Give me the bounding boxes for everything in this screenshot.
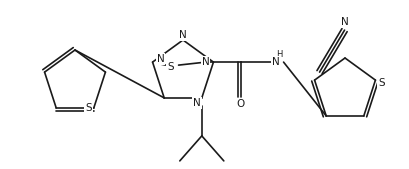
Text: S: S: [378, 78, 385, 88]
Text: H: H: [276, 50, 283, 59]
Text: N: N: [341, 17, 348, 27]
Text: N: N: [193, 98, 201, 108]
Text: S: S: [167, 62, 174, 72]
Text: N: N: [179, 30, 187, 40]
Text: N: N: [157, 54, 164, 64]
Text: O: O: [236, 99, 245, 109]
Text: S: S: [85, 103, 92, 113]
Text: N: N: [202, 57, 209, 67]
Text: N: N: [272, 57, 279, 67]
